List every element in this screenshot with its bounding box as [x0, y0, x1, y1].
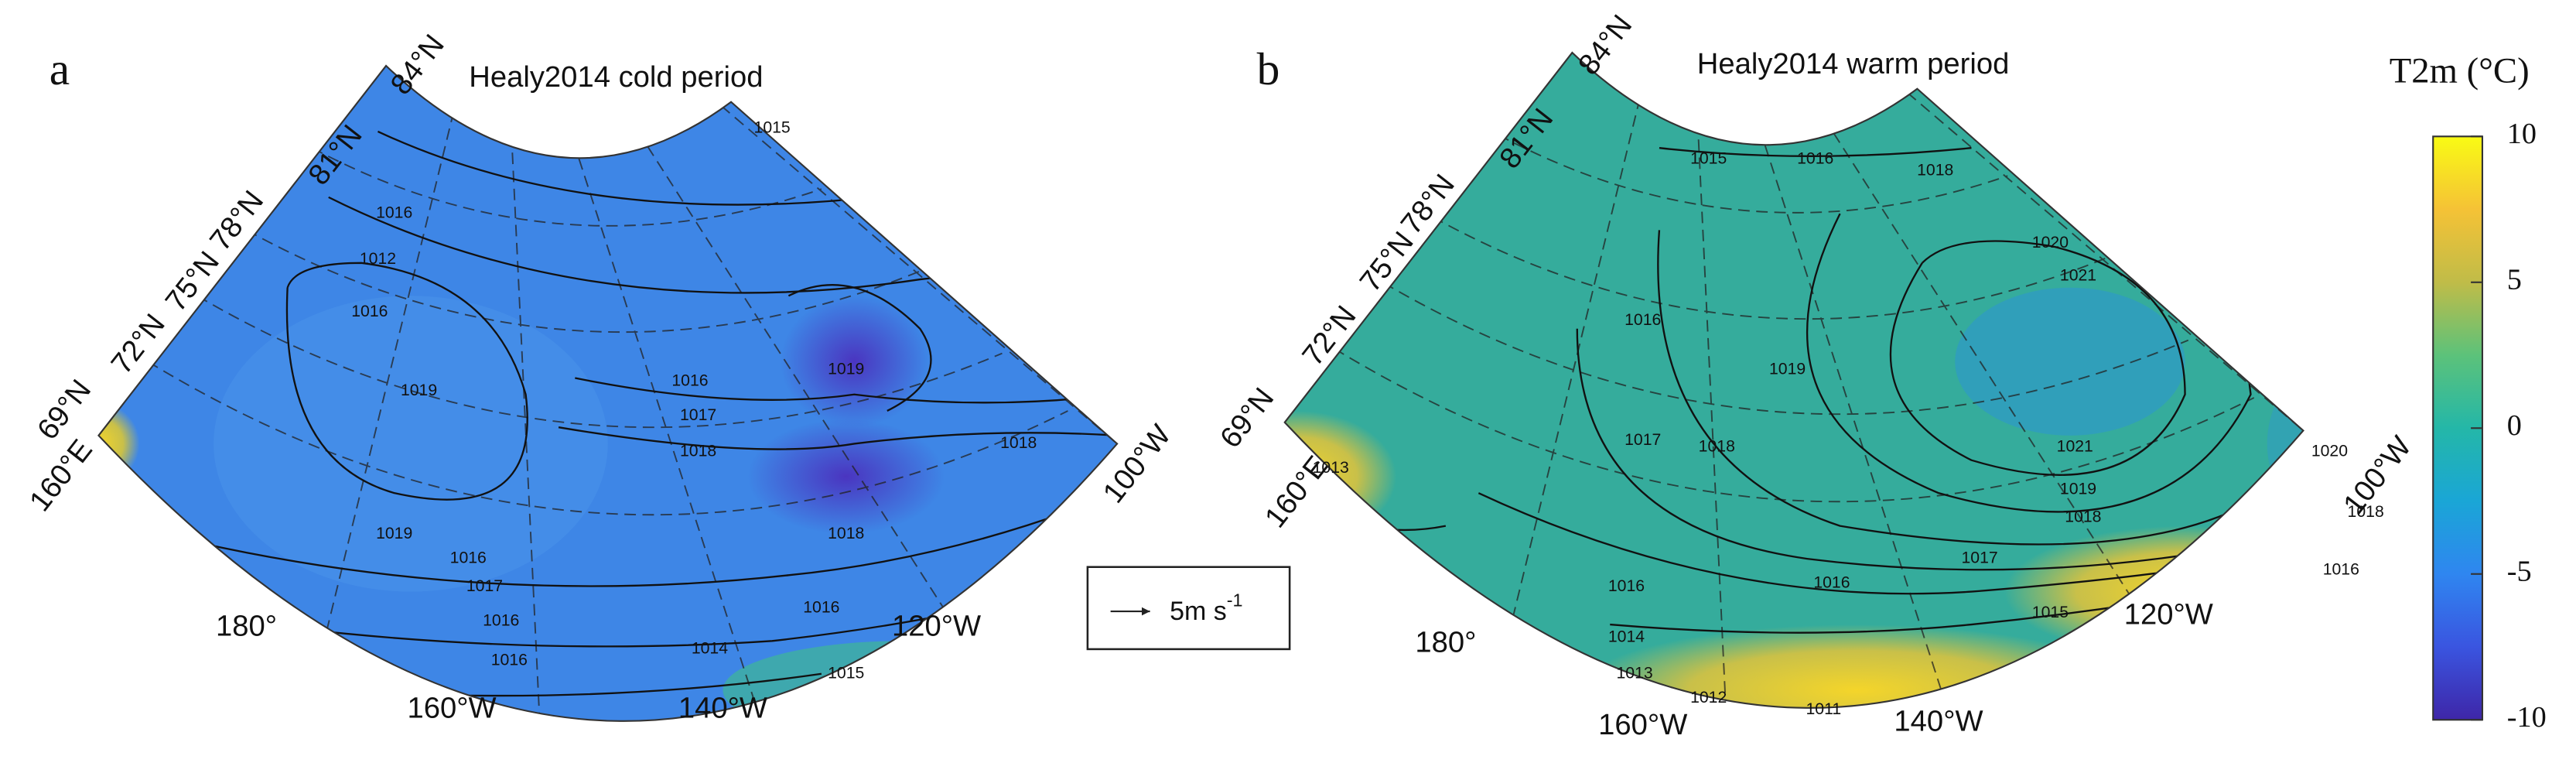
colorbar-tick-label: 5 — [2507, 264, 2522, 296]
contour-label: 1016 — [376, 204, 412, 222]
contour-label: 1016 — [351, 303, 388, 320]
contour-label: 1018 — [828, 525, 864, 542]
contour-label: 1016 — [1608, 577, 1645, 595]
colorbar-tick-label: 10 — [2507, 118, 2537, 150]
contour-label: 1017 — [1961, 549, 1997, 567]
legend-exponent: -1 — [1227, 590, 1243, 610]
contour-label: 1014 — [1608, 628, 1645, 646]
longitude-label: 120°W — [2124, 598, 2213, 631]
contour-label: 1016 — [803, 598, 839, 616]
contour-label: 1016 — [1625, 311, 1661, 329]
contour-label: 1018 — [1000, 434, 1037, 452]
map-b-border — [1283, 51, 2304, 709]
contour-label: 1019 — [2060, 481, 2096, 498]
latitude-label: 69°N — [1214, 381, 1280, 454]
legend-arrow-head — [1141, 607, 1150, 616]
contour-label: 1021 — [2060, 266, 2096, 284]
contour-label: 1018 — [2065, 508, 2101, 526]
contour-label: 1017 — [466, 577, 503, 595]
contour-label: 1018 — [1699, 437, 1735, 455]
colorbar-title: T2m (°C) — [2390, 50, 2530, 91]
contour-label: 1018 — [2348, 503, 2384, 521]
latitude-label: 69°N — [31, 374, 97, 446]
legend-box — [1086, 566, 1291, 651]
panel-title: Healy2014 cold period — [469, 60, 763, 94]
map-a-border — [97, 64, 1119, 722]
contour-label: 1017 — [1625, 431, 1661, 449]
colorbar-tick-label: -5 — [2507, 556, 2532, 588]
longitude-label: 180° — [1415, 626, 1476, 659]
contour-label: 1016 — [1797, 150, 1833, 168]
contour-label: 1019 — [376, 525, 412, 542]
longitude-label: 140°W — [1894, 705, 1983, 738]
contour-label: 1015 — [2032, 604, 2069, 621]
contour-label: 1015 — [828, 664, 864, 682]
contour-label: 1016 — [1813, 574, 1850, 592]
contour-label: 1016 — [671, 371, 708, 389]
colorbar-tick-label: 0 — [2507, 409, 2522, 442]
contour-label: 1018 — [680, 443, 716, 460]
panel-label: a — [50, 43, 70, 94]
longitude-label: 160°W — [1598, 708, 1687, 741]
contour-label: 1013 — [1616, 664, 1652, 682]
contour-label: 1019 — [1769, 360, 1806, 378]
contour-label: 1013 — [1313, 459, 1349, 477]
longitude-label: 100°W — [1096, 419, 1177, 509]
contour-label: 1016 — [450, 549, 487, 567]
longitude-label: 180° — [216, 609, 277, 642]
contour-label: 1019 — [828, 360, 864, 378]
contour-label: 1012 — [1690, 689, 1727, 706]
contour-label: 1020 — [2032, 234, 2069, 251]
colorbar-tick-label: -10 — [2507, 701, 2547, 734]
map-a — [98, 65, 1118, 721]
contour-label: 1015 — [1690, 150, 1727, 168]
contour-label: 1020 — [2311, 443, 2348, 460]
map-b — [1284, 52, 2304, 708]
longitude-label: 120°W — [892, 609, 981, 642]
longitude-label: 160°W — [407, 692, 496, 725]
contour-label: 1018 — [1917, 162, 1953, 180]
contour-label: 1016 — [483, 611, 519, 629]
panel-label: b — [1257, 43, 1280, 94]
contour-label: 1012 — [360, 250, 396, 268]
contour-label: 1015 — [754, 118, 791, 136]
contour-label: 1021 — [2057, 437, 2093, 455]
legend-label: 5m s — [1170, 597, 1227, 626]
longitude-label: 140°W — [678, 692, 767, 725]
colorbar-ticks: 10 5 0 -5 -10 — [2471, 118, 2547, 734]
panel-title: Healy2014 warm period — [1697, 47, 2010, 80]
contour-label: 1019 — [401, 381, 437, 399]
contour-label: 1016 — [491, 651, 528, 669]
longitude-label: 160°E — [23, 433, 99, 518]
contour-label: 1014 — [692, 640, 728, 658]
contour-label: 1017 — [680, 406, 716, 424]
legend-text: 5m s-1 — [1170, 590, 1242, 626]
contour-label: 1016 — [2323, 561, 2359, 579]
contour-label: 1011 — [1806, 700, 1842, 718]
